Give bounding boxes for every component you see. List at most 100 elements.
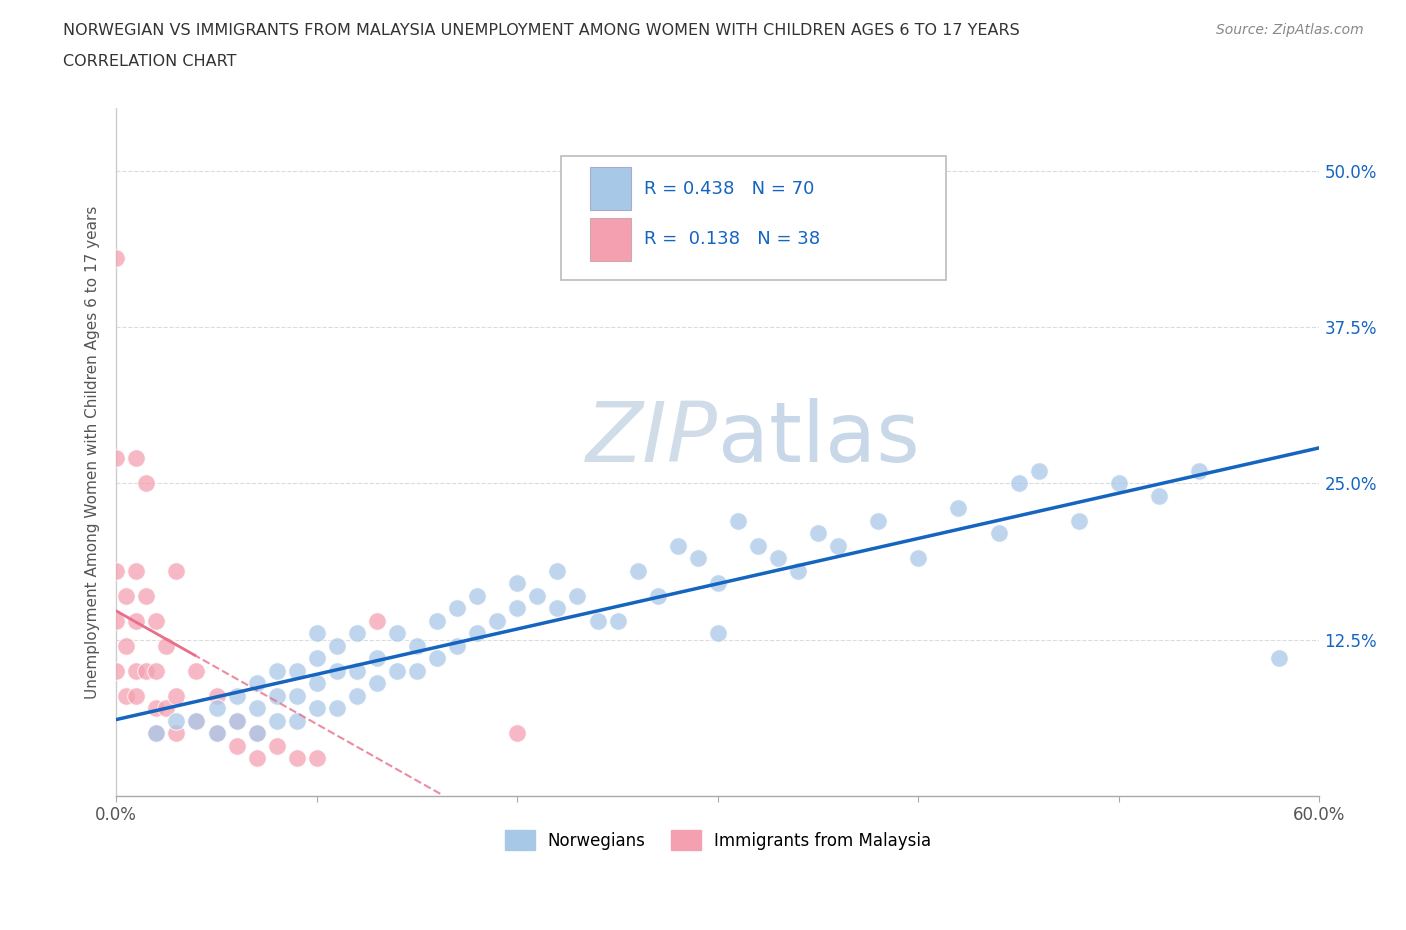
Point bbox=[246, 751, 269, 765]
Point bbox=[385, 663, 408, 678]
Point bbox=[326, 701, 349, 716]
Point bbox=[426, 614, 449, 629]
Point bbox=[125, 688, 148, 703]
Point bbox=[246, 701, 269, 716]
Point bbox=[225, 688, 247, 703]
Point bbox=[285, 688, 308, 703]
Point bbox=[1067, 513, 1090, 528]
Point bbox=[155, 638, 177, 653]
Text: NORWEGIAN VS IMMIGRANTS FROM MALAYSIA UNEMPLOYMENT AMONG WOMEN WITH CHILDREN AGE: NORWEGIAN VS IMMIGRANTS FROM MALAYSIA UN… bbox=[63, 23, 1019, 38]
Point bbox=[567, 589, 589, 604]
Point bbox=[225, 738, 247, 753]
Point bbox=[145, 726, 167, 741]
Point bbox=[165, 713, 187, 728]
Point bbox=[105, 451, 128, 466]
Point bbox=[125, 663, 148, 678]
Point bbox=[285, 751, 308, 765]
Point bbox=[666, 538, 689, 553]
Point bbox=[115, 638, 138, 653]
Point bbox=[1108, 476, 1130, 491]
Point bbox=[305, 651, 328, 666]
Point bbox=[406, 663, 429, 678]
Point bbox=[727, 513, 749, 528]
Point bbox=[868, 513, 890, 528]
Point bbox=[546, 601, 568, 616]
Point bbox=[135, 476, 157, 491]
Point bbox=[205, 688, 228, 703]
Point bbox=[1188, 463, 1211, 478]
Point bbox=[506, 601, 529, 616]
Point bbox=[546, 564, 568, 578]
Point bbox=[266, 688, 288, 703]
Point bbox=[266, 738, 288, 753]
Point bbox=[586, 614, 609, 629]
Point bbox=[246, 676, 269, 691]
Point bbox=[125, 451, 148, 466]
Point bbox=[205, 726, 228, 741]
Point bbox=[165, 564, 187, 578]
Point bbox=[326, 663, 349, 678]
Point bbox=[465, 589, 488, 604]
Point bbox=[948, 501, 970, 516]
Point bbox=[807, 525, 830, 540]
Point bbox=[225, 713, 247, 728]
Point bbox=[446, 638, 468, 653]
Point bbox=[465, 626, 488, 641]
Point bbox=[987, 525, 1010, 540]
Point bbox=[385, 626, 408, 641]
Point bbox=[827, 538, 849, 553]
Point bbox=[155, 701, 177, 716]
Point bbox=[135, 663, 157, 678]
Point bbox=[506, 726, 529, 741]
Point bbox=[366, 651, 388, 666]
Point bbox=[647, 589, 669, 604]
Point bbox=[346, 688, 368, 703]
Point bbox=[186, 713, 208, 728]
Point bbox=[225, 713, 247, 728]
Point bbox=[285, 713, 308, 728]
Point bbox=[165, 726, 187, 741]
Point bbox=[1028, 463, 1050, 478]
Point bbox=[246, 726, 269, 741]
Text: CORRELATION CHART: CORRELATION CHART bbox=[63, 54, 236, 69]
Point bbox=[1008, 476, 1031, 491]
Text: atlas: atlas bbox=[718, 398, 920, 479]
Text: R =  0.138   N = 38: R = 0.138 N = 38 bbox=[644, 231, 821, 248]
Point bbox=[246, 726, 269, 741]
Point bbox=[707, 576, 730, 591]
Point bbox=[366, 676, 388, 691]
Text: R = 0.438   N = 70: R = 0.438 N = 70 bbox=[644, 179, 815, 197]
Point bbox=[105, 564, 128, 578]
Point bbox=[145, 663, 167, 678]
Point bbox=[747, 538, 769, 553]
Point bbox=[627, 564, 650, 578]
Point bbox=[266, 663, 288, 678]
Point bbox=[135, 589, 157, 604]
Point bbox=[907, 551, 929, 565]
Point bbox=[266, 713, 288, 728]
FancyBboxPatch shape bbox=[591, 167, 631, 210]
Point bbox=[186, 713, 208, 728]
Point bbox=[145, 614, 167, 629]
Legend: Norwegians, Immigrants from Malaysia: Norwegians, Immigrants from Malaysia bbox=[498, 824, 938, 857]
Point bbox=[305, 751, 328, 765]
FancyBboxPatch shape bbox=[591, 218, 631, 260]
Point bbox=[766, 551, 789, 565]
Point bbox=[105, 251, 128, 266]
Point bbox=[186, 663, 208, 678]
Point bbox=[346, 626, 368, 641]
Point bbox=[787, 564, 810, 578]
Y-axis label: Unemployment Among Women with Children Ages 6 to 17 years: Unemployment Among Women with Children A… bbox=[86, 206, 100, 698]
Point bbox=[346, 663, 368, 678]
Point bbox=[205, 726, 228, 741]
Point bbox=[115, 688, 138, 703]
Point bbox=[446, 601, 468, 616]
Point bbox=[326, 638, 349, 653]
Point bbox=[115, 589, 138, 604]
Point bbox=[526, 589, 548, 604]
Point bbox=[707, 626, 730, 641]
Point bbox=[125, 614, 148, 629]
Point bbox=[366, 614, 388, 629]
Point bbox=[105, 614, 128, 629]
Point bbox=[145, 701, 167, 716]
